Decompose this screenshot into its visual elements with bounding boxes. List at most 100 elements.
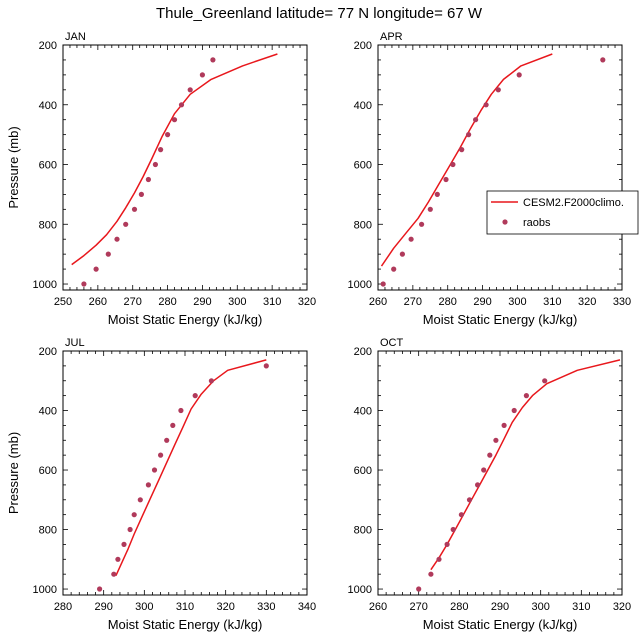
raobs-point (210, 57, 216, 63)
raobs-point (408, 236, 414, 242)
legend-marker-swatch (502, 219, 508, 225)
y-tick-label: 400 (39, 406, 57, 418)
panel-label: JUL (65, 337, 85, 349)
y-tick-label: 600 (39, 465, 57, 477)
raobs-point (127, 526, 133, 533)
raobs-point (600, 57, 606, 63)
raobs-point (171, 117, 178, 123)
y-tick-label: 1000 (33, 584, 57, 596)
series-line-cesm2 (380, 53, 553, 267)
x-tick-label: 280 (54, 601, 72, 613)
raobs-point (416, 586, 422, 592)
raobs-point (158, 147, 164, 153)
raobs-point (145, 482, 151, 488)
x-tick-label: 260 (89, 296, 107, 308)
x-tick-label: 310 (543, 296, 561, 308)
raobs-point (131, 512, 137, 518)
legend-line-label: CESM2.F2000climo. (523, 197, 624, 209)
x-tick-label: 320 (298, 296, 316, 308)
series-line-cesm2 (430, 359, 621, 571)
y-tick-label: 800 (354, 525, 372, 537)
panels: JAN 250 260 270 280 290 300 310 320 200 400 600 800 1… (6, 31, 631, 632)
x-tick-label: 270 (124, 296, 142, 308)
raobs-point (187, 87, 193, 93)
x-axis-label: Moist Static Energy (kJ/kg) (423, 617, 578, 632)
y-tick-label: 1000 (33, 279, 57, 291)
raobs-point (170, 422, 176, 428)
raobs-point (105, 251, 111, 257)
raobs-point (511, 407, 517, 414)
x-tick-label: 310 (176, 601, 194, 613)
plot-frame (62, 350, 308, 596)
x-tick-label: 290 (491, 601, 509, 613)
raobs-point (81, 281, 87, 287)
raobs-point (138, 191, 144, 197)
plot-frame (62, 44, 308, 291)
raobs-point (263, 363, 269, 369)
x-tick-label: 260 (369, 296, 387, 308)
raobs-point (208, 378, 214, 384)
x-tick-label: 290 (193, 296, 211, 308)
y-tick-label: 600 (354, 465, 372, 477)
raobs-point (481, 467, 487, 473)
x-tick-label: 320 (216, 601, 234, 613)
raobs-point (427, 206, 433, 212)
raobs-point (475, 482, 481, 488)
panel-oct: OCT 260 270 280 290 300 310 320 200 400 600 800 1000… (348, 337, 632, 632)
raobs-point (466, 497, 473, 503)
raobs-point (151, 467, 158, 473)
raobs-point (434, 191, 440, 197)
raobs-point (443, 176, 449, 183)
x-tick-label: 270 (409, 601, 427, 613)
raobs-point (199, 72, 205, 78)
raobs-point (436, 556, 442, 562)
raobs-point (516, 72, 522, 78)
y-axis-label: Pressure (mb) (6, 126, 21, 208)
y-tick-label: 800 (354, 219, 372, 231)
raobs-point (178, 407, 184, 414)
raobs-point (131, 206, 138, 212)
x-tick-label: 300 (531, 601, 549, 613)
panel-apr: APR 260 270 280 290 300 310 320 330 200 400 600 800 1… (348, 31, 632, 327)
x-tick-label: 280 (439, 296, 457, 308)
raobs-point (493, 437, 499, 443)
panel-label: APR (380, 31, 403, 43)
y-tick-label: 400 (39, 100, 57, 112)
y-tick-label: 600 (354, 160, 372, 172)
x-tick-label: 280 (450, 601, 468, 613)
raobs-point (458, 512, 464, 518)
panel-jan: JAN 250 260 270 280 290 300 310 320 200 400 600 800 1… (6, 31, 316, 327)
raobs-point (145, 176, 151, 183)
raobs-point (459, 147, 465, 153)
raobs-point (380, 281, 386, 287)
raobs-point (192, 393, 198, 399)
raobs-point (399, 251, 405, 257)
raobs-point (450, 526, 456, 533)
raobs-point (542, 378, 548, 384)
y-tick-label: 800 (39, 525, 57, 537)
x-axis-label: Moist Static Energy (kJ/kg) (108, 312, 263, 327)
x-tick-label: 280 (158, 296, 176, 308)
x-tick-label: 310 (572, 601, 590, 613)
x-tick-label: 260 (369, 601, 387, 613)
raobs-point (466, 132, 472, 138)
x-tick-label: 310 (263, 296, 281, 308)
y-tick-label: 400 (354, 100, 372, 112)
legend-marker-label: raobs (523, 217, 551, 229)
raobs-point (523, 393, 530, 399)
raobs-point (391, 266, 397, 272)
raobs-point (419, 221, 425, 227)
x-tick-label: 320 (578, 296, 596, 308)
raobs-point (487, 452, 493, 458)
raobs-point (114, 236, 120, 242)
y-axis-label: Pressure (mb) (6, 432, 21, 514)
series-line-cesm2 (115, 359, 267, 577)
figure-title: Thule_Greenland latitude= 77 N longitude… (156, 5, 483, 22)
raobs-point (121, 541, 127, 548)
raobs-point (178, 102, 185, 108)
raobs-point (97, 586, 103, 592)
x-tick-label: 330 (613, 296, 631, 308)
raobs-point (483, 102, 489, 108)
raobs-point (165, 132, 171, 138)
